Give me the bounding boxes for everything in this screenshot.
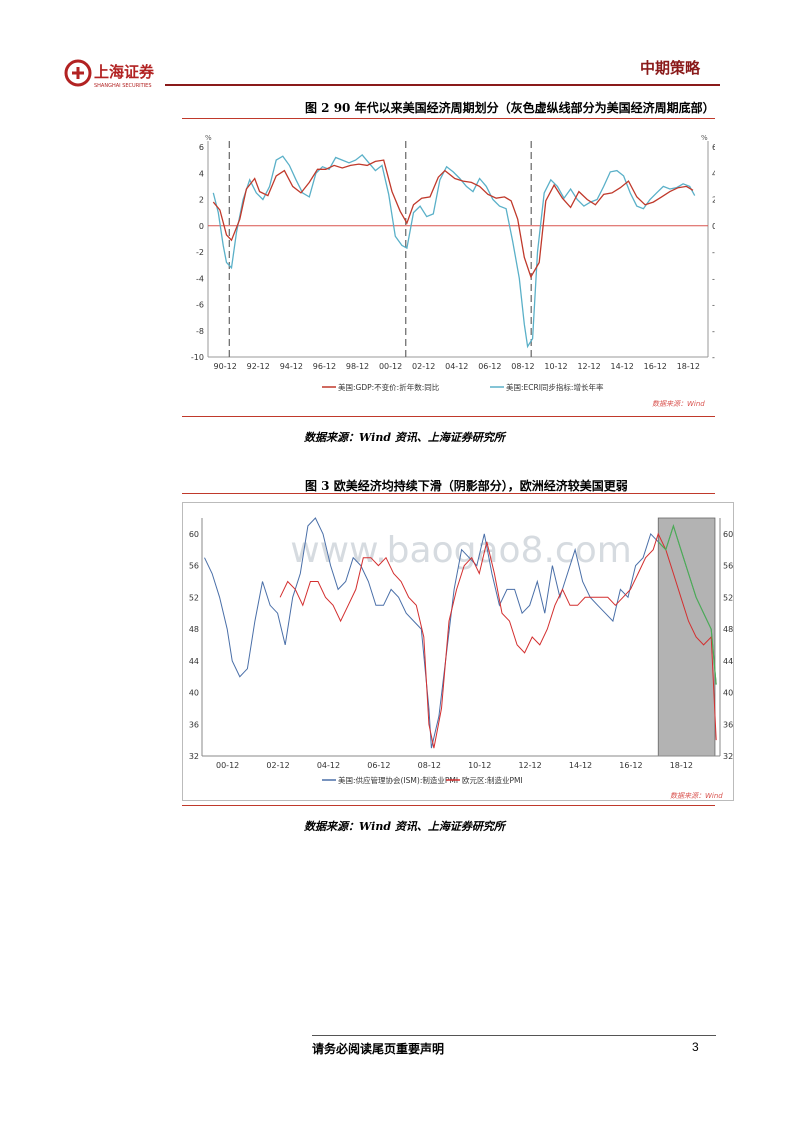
- x-tick-label: 96-12: [313, 362, 336, 371]
- x-tick-label: 06-12: [367, 761, 390, 770]
- watermark-source: 数据来源：Wind: [652, 400, 705, 408]
- chart-frame: [182, 502, 734, 801]
- y-tick-label-right: -10: [712, 353, 715, 362]
- x-tick-label: 06-12: [478, 362, 501, 371]
- y-tick-label-left: 60: [189, 530, 199, 539]
- y-tick-label-right: 4: [712, 169, 715, 178]
- y-tick-label-right: 6: [712, 143, 715, 152]
- x-tick-label: 16-12: [644, 362, 667, 371]
- logo-name-en: SHANGHAI SECURITIES: [94, 83, 152, 89]
- y-tick-label-left: -10: [191, 353, 204, 362]
- shaded-region: [657, 517, 716, 757]
- series-line-highlight: [657, 524, 717, 685]
- x-tick-label: 18-12: [670, 761, 693, 770]
- legend-label: 欧元区:制造业PMI: [462, 775, 523, 785]
- x-tick-label: 02-12: [266, 761, 289, 770]
- x-tick-label: 00-12: [379, 362, 402, 371]
- x-tick-label: 12-12: [577, 362, 600, 371]
- y-tick-label-left: 6: [199, 143, 204, 152]
- x-tick-label: 04-12: [317, 761, 340, 770]
- y-tick-label-right: 2: [712, 196, 715, 205]
- x-tick-label: 02-12: [412, 362, 435, 371]
- figure3-title-rule: [182, 493, 715, 494]
- y-tick-label-left: 48: [189, 625, 199, 634]
- y-tick-label-left: 32: [189, 752, 199, 761]
- y-tick-label-right: 48: [723, 625, 733, 634]
- page-number: 3: [692, 1040, 699, 1054]
- x-tick-label: 08-12: [511, 362, 534, 371]
- watermark-source: 数据来源：Wind: [670, 792, 723, 800]
- x-tick-label: 94-12: [280, 362, 303, 371]
- series-line: [279, 532, 717, 749]
- y-tick-label-left: 36: [189, 720, 199, 729]
- figure3-bottom-rule: [182, 805, 715, 806]
- y-tick-label-left: -6: [196, 301, 204, 310]
- y-tick-label-right: 60: [723, 530, 733, 539]
- y-tick-label-left: 40: [189, 689, 199, 698]
- y-tick-label-left: 2: [199, 196, 204, 205]
- footer-divider: [312, 1035, 716, 1036]
- figure3-title: 图 3 欧美经济均持续下滑（阴影部分），欧洲经济较美国更弱: [305, 479, 628, 493]
- header-divider: [165, 84, 720, 86]
- y-tick-label-right: 32: [723, 752, 733, 761]
- figure2-chart: %%66442200-2-2-4-4-6-6-8-8-10-1090-1292-…: [182, 119, 725, 414]
- logo-name: 上海证券: [94, 63, 155, 81]
- figure2-title-rule: [182, 118, 715, 119]
- legend-label: 美国:供应管理协会(ISM):制造业PMI: [338, 775, 458, 785]
- x-tick-label: 12-12: [518, 761, 541, 770]
- logo-emblem-icon: [64, 59, 92, 87]
- y-unit-left: %: [205, 134, 212, 142]
- y-tick-label-right: 56: [723, 562, 733, 571]
- figure3-source: 数据来源：Wind 资讯、上海证券研究所: [304, 820, 505, 833]
- y-tick-label-right: -8: [712, 327, 715, 336]
- y-tick-label-left: -8: [196, 327, 204, 336]
- x-tick-label: 00-12: [216, 761, 239, 770]
- figure2-title: 图 2 90 年代以来美国经济周期划分（灰色虚纵线部分为美国经济周期底部）: [305, 101, 715, 115]
- y-tick-label-left: -2: [196, 248, 204, 257]
- company-logo: 上海证券 SHANGHAI SECURITIES: [62, 56, 172, 92]
- series-line: [212, 159, 694, 279]
- figure2-bottom-rule: [182, 416, 715, 417]
- y-tick-label-left: 4: [199, 169, 204, 178]
- x-tick-label: 14-12: [611, 362, 634, 371]
- x-tick-label: 18-12: [677, 362, 700, 371]
- y-tick-label-right: -2: [712, 248, 715, 257]
- y-tick-label-left: -4: [196, 274, 204, 283]
- y-tick-label-right: 0: [712, 222, 715, 231]
- footer-disclaimer: 请务必阅读尾页重要声明: [312, 1042, 445, 1056]
- x-tick-label: 04-12: [445, 362, 468, 371]
- y-tick-label-right: 44: [723, 657, 733, 666]
- legend-label: 美国:ECRI同步指标:增长年率: [506, 382, 604, 392]
- x-tick-label: 16-12: [619, 761, 642, 770]
- legend-label: 美国:GDP:不变价:折年数:同比: [338, 382, 440, 392]
- y-tick-label-right: -4: [712, 274, 715, 283]
- series-line: [204, 517, 717, 749]
- y-tick-label-right: 40: [723, 689, 733, 698]
- y-tick-label-left: 56: [189, 562, 199, 571]
- x-tick-label: 90-12: [214, 362, 237, 371]
- report-type: 中期策略: [640, 59, 701, 77]
- y-tick-label-left: 52: [189, 593, 199, 602]
- figure2-source: 数据来源：Wind 资讯、上海证券研究所: [304, 431, 505, 444]
- y-tick-label-left: 0: [199, 222, 204, 231]
- x-tick-label: 10-12: [468, 761, 491, 770]
- x-tick-label: 92-12: [247, 362, 270, 371]
- y-tick-label-right: 36: [723, 720, 733, 729]
- x-tick-label: 98-12: [346, 362, 369, 371]
- figure3-chart: www.baogao8.com 60 60 56 56 52 52 48 48 44 44 40 40 3…: [182, 502, 734, 802]
- x-tick-label: 10-12: [544, 362, 567, 371]
- y-tick-label-right: -6: [712, 301, 715, 310]
- y-unit-right: %: [701, 134, 708, 142]
- x-tick-label: 08-12: [418, 761, 441, 770]
- y-tick-label-right: 52: [723, 593, 733, 602]
- x-tick-label: 14-12: [569, 761, 592, 770]
- y-tick-label-left: 44: [189, 657, 199, 666]
- series-line: [212, 153, 696, 349]
